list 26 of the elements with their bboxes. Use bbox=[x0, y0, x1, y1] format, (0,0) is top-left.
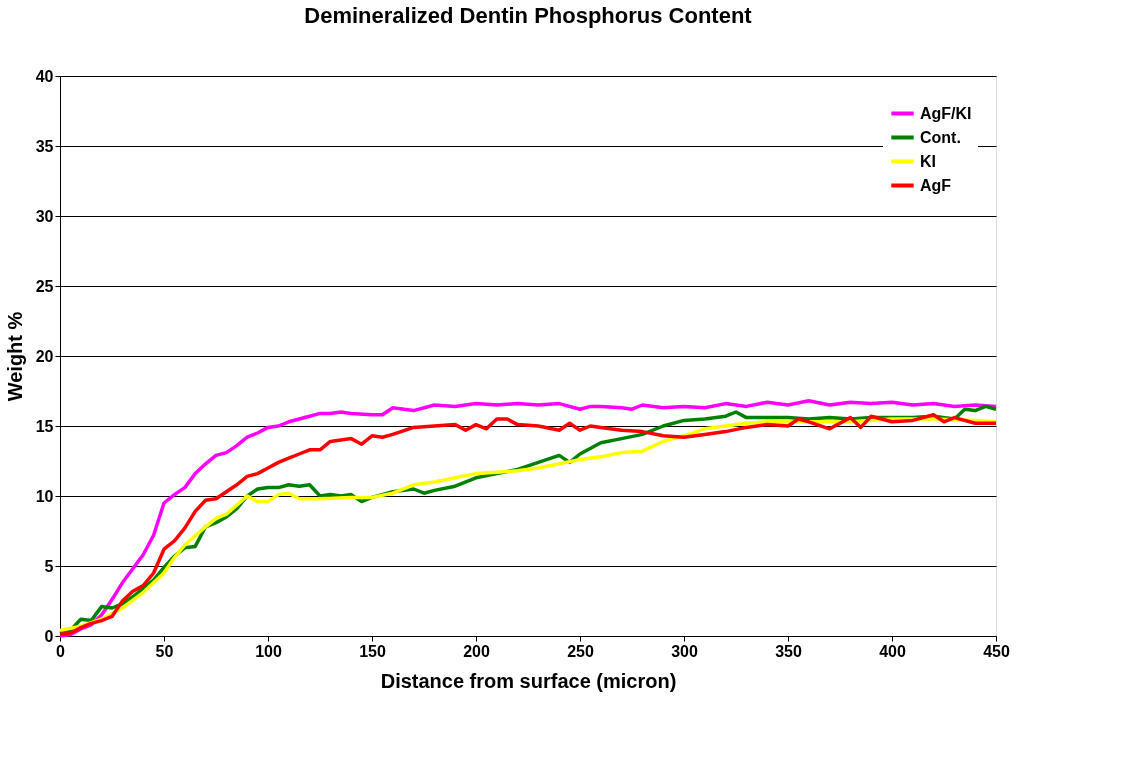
x-tick-label: 150 bbox=[359, 642, 386, 660]
x-axis-title: Distance from surface (micron) bbox=[380, 669, 677, 692]
legend-label: AgF/KI bbox=[920, 104, 972, 122]
chart-title: Demineralized Dentin Phosphorus Content bbox=[304, 3, 753, 28]
legend-label: AgF bbox=[920, 176, 952, 194]
legend-label: Cont. bbox=[920, 128, 961, 146]
y-axis-title: Weight % bbox=[3, 311, 26, 402]
y-tick-label: 0 bbox=[44, 627, 54, 645]
x-tick-label: 0 bbox=[56, 642, 66, 660]
x-tick-label: 50 bbox=[155, 642, 174, 660]
y-tick-label: 20 bbox=[35, 347, 54, 365]
legend-label: KI bbox=[920, 152, 936, 170]
y-tick-label: 15 bbox=[35, 417, 54, 435]
x-tick-label: 400 bbox=[879, 642, 906, 660]
y-tick-label: 10 bbox=[35, 487, 54, 505]
x-tick-label: 450 bbox=[983, 642, 1010, 660]
x-tick-label: 200 bbox=[463, 642, 490, 660]
y-tick-label: 25 bbox=[35, 277, 54, 295]
x-tick-label: 300 bbox=[671, 642, 698, 660]
x-tick-label: 250 bbox=[567, 642, 594, 660]
y-tick-label: 40 bbox=[35, 67, 54, 85]
y-tick-label: 30 bbox=[35, 207, 54, 225]
y-tick-label: 5 bbox=[44, 557, 54, 575]
x-tick-label: 100 bbox=[255, 642, 282, 660]
x-tick-label: 350 bbox=[775, 642, 802, 660]
y-tick-label: 35 bbox=[35, 137, 54, 155]
